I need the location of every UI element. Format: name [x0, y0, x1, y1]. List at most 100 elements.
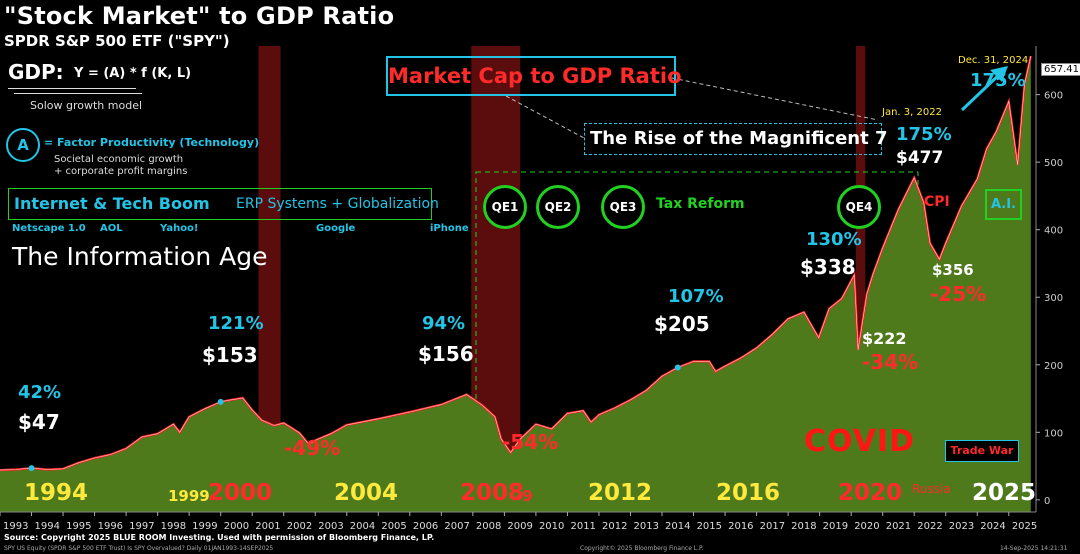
x-tick-label: 1997	[129, 521, 154, 532]
price-2022: $477	[896, 148, 944, 168]
x-tick-label: 1995	[66, 521, 91, 532]
x-tick-label: 2022	[917, 521, 942, 532]
qe1-badge: QE1	[483, 185, 527, 229]
year-label-2000: 2000	[208, 480, 273, 506]
x-tick-label: 2008	[476, 521, 501, 532]
x-tick-label: 2013	[634, 521, 659, 532]
x-tick-label: 2019	[823, 521, 848, 532]
trend-arrow-line	[960, 70, 1004, 112]
mag7-label: The Rise of the Magnificent 7	[590, 128, 888, 149]
x-tick-label: 2012	[602, 521, 627, 532]
x-tick-label: 2015	[697, 521, 722, 532]
ratio-2024: 175%	[970, 70, 1026, 91]
footer-center: Copyright© 2025 Bloomberg Finance L.P.	[580, 545, 704, 552]
x-tick-label: 1993	[3, 521, 28, 532]
price-2007: $156	[418, 342, 474, 366]
x-tick-label: 2020	[854, 521, 879, 532]
cpi-label: CPI	[924, 194, 950, 210]
y-tick-label: 300	[1044, 293, 1063, 304]
y-tick-label: 600	[1044, 91, 1063, 102]
drawdown-2008: -54%	[502, 430, 559, 454]
price-2000: $153	[202, 343, 258, 367]
ratio-2007: 94%	[422, 313, 466, 334]
factor-productivity-label: = Factor Productivity (Technology)	[44, 136, 260, 149]
trend-arrow-head	[990, 66, 1008, 82]
catalyst-aol: AOL	[100, 223, 123, 234]
price-1994: $47	[18, 410, 60, 434]
series-area-spy	[0, 56, 1031, 512]
x-tick-label: 2000	[224, 521, 249, 532]
catalyst-netscape: Netscape 1.0	[12, 223, 86, 234]
covid-label: COVID	[804, 424, 915, 459]
year-label-2016: 2016	[716, 480, 781, 506]
ratio-1994: 42%	[18, 382, 62, 403]
x-tick-label: 2024	[980, 521, 1005, 532]
year-label-2008: 2008	[460, 480, 525, 506]
peak-marker	[674, 364, 681, 371]
year-label-2020: 2020	[838, 480, 903, 506]
gdp-formula: Y = (A) * f (K, L)	[74, 66, 192, 81]
low-2020: $222	[862, 329, 907, 348]
recession-band	[855, 46, 866, 512]
factor-a-badge: A	[6, 128, 40, 162]
ai-label: A.I.	[985, 189, 1022, 220]
ratio-2020: 130%	[806, 229, 862, 250]
peak-marker	[28, 465, 35, 472]
x-tick-label: 2010	[539, 521, 564, 532]
year-label-2025: 2025	[972, 480, 1037, 506]
factor-note-2: + corporate profit margins	[54, 166, 188, 177]
x-tick-label: 2018	[791, 521, 816, 532]
drawdown-2000: -49%	[284, 436, 341, 460]
ratio-2000: 121%	[208, 313, 264, 334]
information-age-label: The Information Age	[12, 242, 268, 271]
drawdown-2020: -34%	[862, 350, 919, 374]
footer-right: 14-Sep-2025 14:21:31	[1000, 545, 1068, 552]
x-tick-label: 2016	[728, 521, 753, 532]
date-2022-peak: Jan. 3, 2022	[882, 107, 942, 118]
year-label-2009-suffix: -9	[516, 487, 533, 505]
x-tick-label: 1999	[192, 521, 217, 532]
x-tick-label: 1998	[161, 521, 186, 532]
low-2022: $356	[932, 261, 974, 279]
qe2-badge: QE2	[536, 185, 580, 229]
source-note: Source: Copyright 2025 BLUE ROOM Investi…	[4, 533, 435, 542]
x-tick-label: 2006	[413, 521, 438, 532]
recession-band	[258, 46, 281, 512]
x-tick-label: 2017	[760, 521, 785, 532]
erp-globalization-label: ERP Systems + Globalization	[236, 196, 439, 212]
tech-boom-label: Internet & Tech Boom	[14, 194, 210, 213]
axes: 0 100 200 300 400 500 600 1993 1994 1995 1996 1997 1…	[0, 46, 1063, 532]
factor-note-1: Societal economic growth	[54, 154, 184, 165]
ratio-2022: 175%	[896, 124, 952, 145]
russia-label: Russia	[912, 482, 951, 496]
x-tick-label: 2007	[444, 521, 469, 532]
y-tick-label: 200	[1044, 361, 1063, 372]
x-tick-label: 2021	[886, 521, 911, 532]
qe4-badge: QE4	[837, 185, 881, 229]
x-tick-label: 2001	[255, 521, 280, 532]
year-label-1994: 1994	[24, 480, 89, 506]
x-tick-label: 2023	[949, 521, 974, 532]
mag7-box	[584, 123, 882, 155]
chart-subtitle: SPDR S&P 500 ETF ("SPY")	[4, 32, 230, 50]
peak-marker	[217, 398, 224, 405]
drawdown-2022: -25%	[930, 282, 987, 306]
x-tick-label: 1994	[35, 521, 60, 532]
price-2020: $338	[800, 255, 856, 279]
tech-boom-box	[8, 188, 432, 220]
plot-area	[0, 55, 1032, 512]
x-tick-label: 2004	[350, 521, 375, 532]
qe3-badge: QE3	[601, 185, 645, 229]
gdp-label: GDP:	[8, 60, 64, 84]
ratio-2014: 107%	[668, 286, 724, 307]
price-2014: $205	[654, 312, 710, 336]
catalyst-yahoo: Yahoo!	[160, 223, 199, 234]
x-tick-label: 2005	[381, 521, 406, 532]
year-label-2004: 2004	[334, 480, 399, 506]
x-tick-label: 1996	[98, 521, 123, 532]
x-tick-label: 2009	[507, 521, 532, 532]
gdp-underline	[8, 88, 136, 89]
footer-left: SPY US Equity (SPDR S&P 500 ETF Trust) I…	[4, 545, 274, 552]
trade-war-label: Trade War	[945, 440, 1019, 462]
